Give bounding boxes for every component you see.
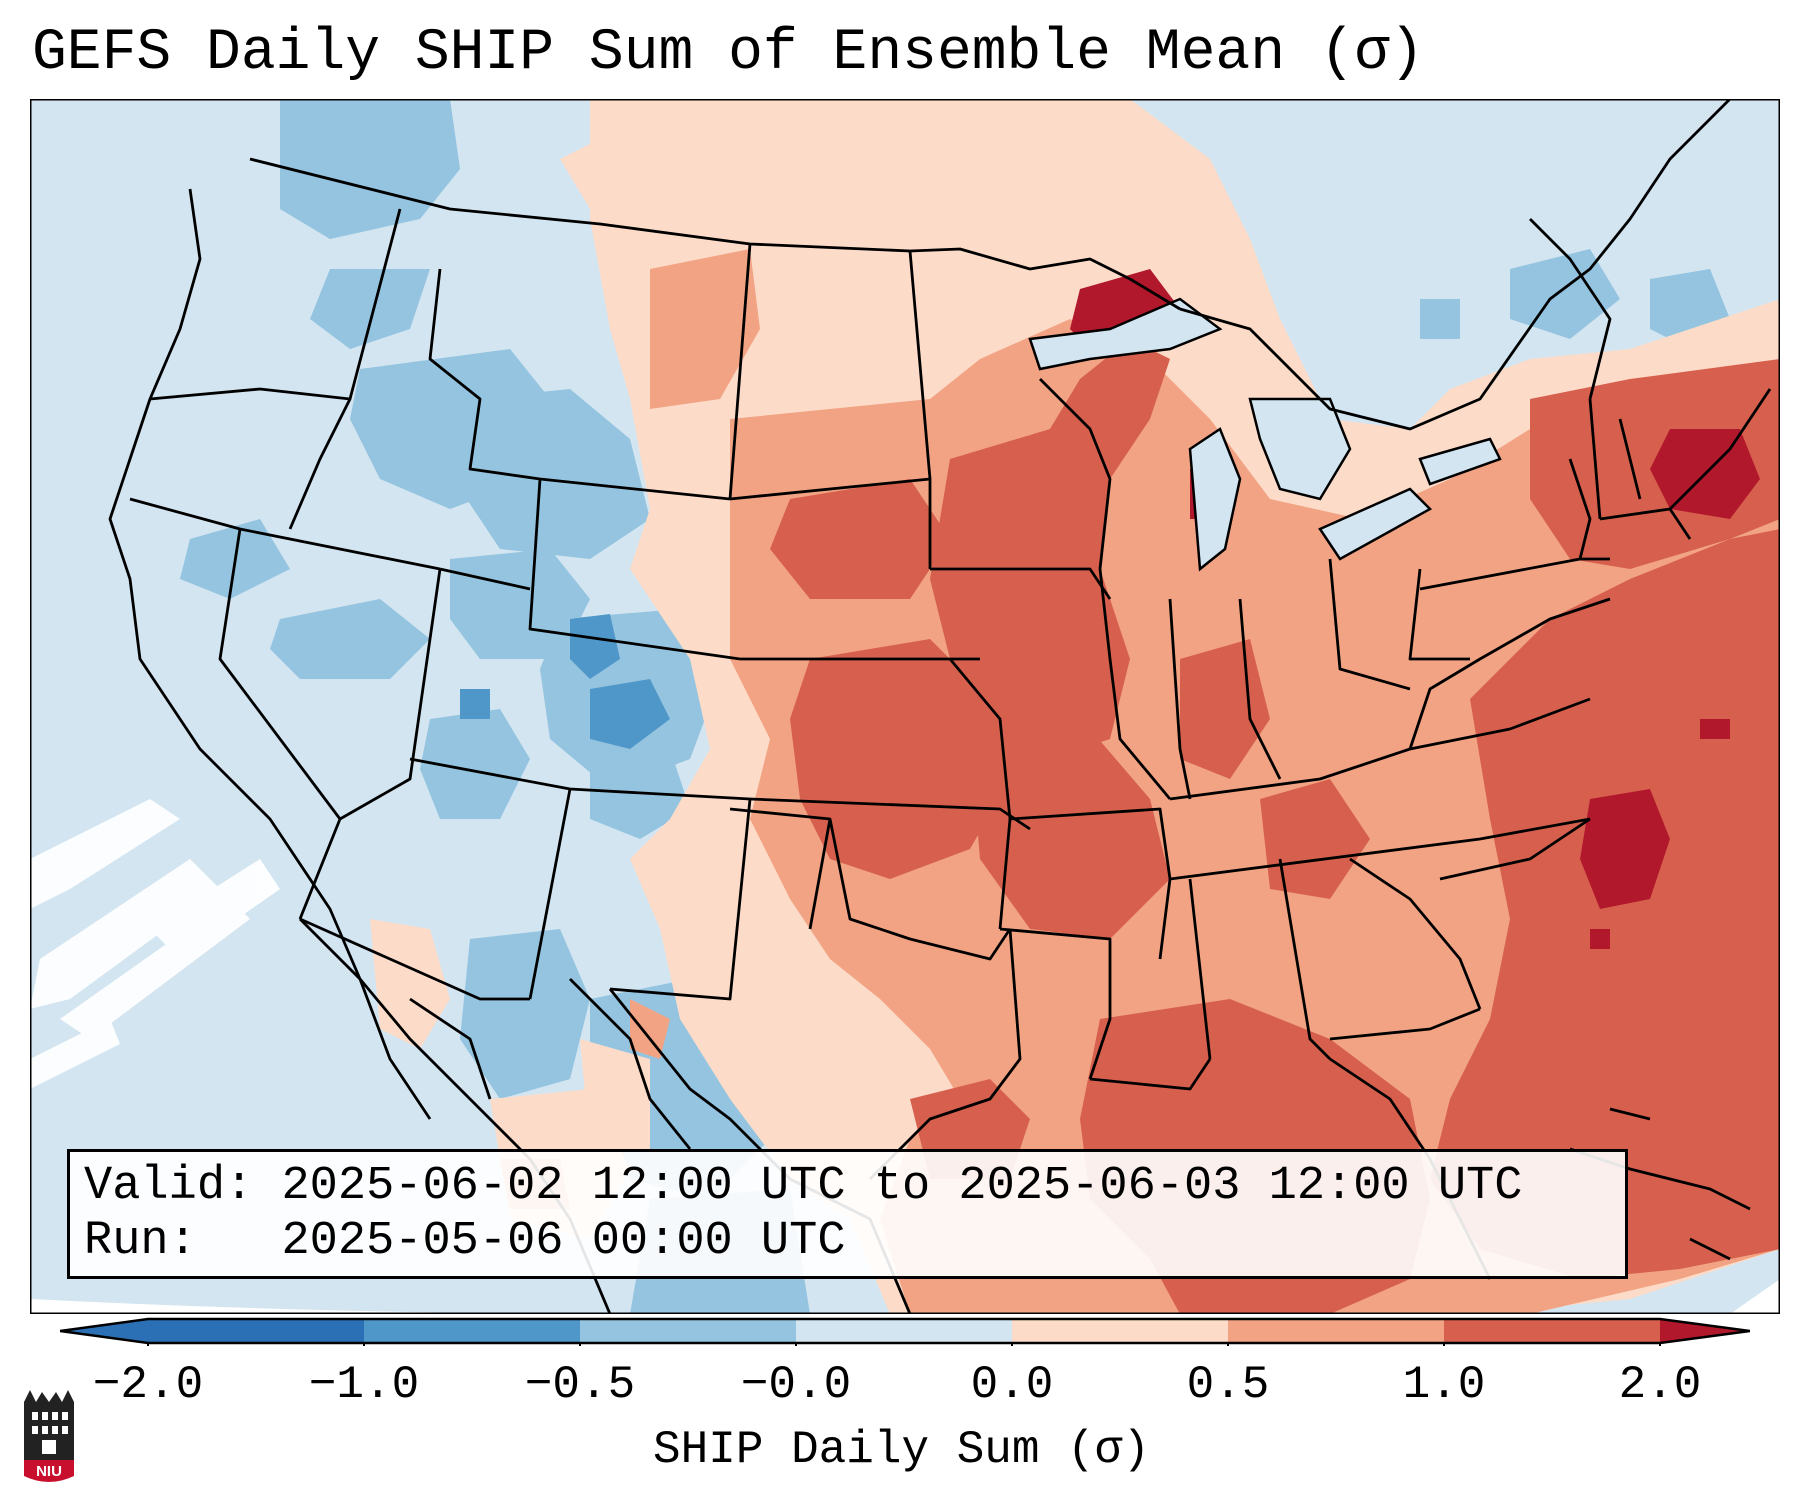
- valid-time-range: 2025-06-02 12:00 UTC to 2025-06-03 12:00…: [281, 1160, 1523, 1213]
- niu-logo: NIU: [24, 1390, 74, 1482]
- valid-label: Valid:: [84, 1160, 254, 1213]
- negative-regions: [460, 614, 670, 749]
- colorbar-tick-label: −2.0: [92, 1359, 204, 1411]
- colorbar-extend-left: [60, 1319, 148, 1343]
- colorbar-tick-label: 1.0: [1402, 1359, 1486, 1411]
- projection-edge-right: [1730, 1279, 1780, 1314]
- colorbar-segment: [1228, 1319, 1444, 1343]
- run-label: Run:: [84, 1215, 197, 1268]
- colorbar-tick-marks: [147, 1343, 1661, 1346]
- pacific-near-zero-streaks: [30, 799, 280, 1089]
- colorbar-segment: [580, 1319, 796, 1343]
- colorbar-tick-label: 0.0: [970, 1359, 1054, 1411]
- colorbar-tick-label: −1.0: [308, 1359, 420, 1411]
- colorbar-segment: [364, 1319, 580, 1343]
- colorbar: [60, 1317, 1750, 1346]
- valid-run-info-box: Valid: 2025-06-02 12:00 UTC to 2025-06-0…: [67, 1149, 1628, 1279]
- colorbar-tick-label: −0.0: [740, 1359, 852, 1411]
- colorbar-tick-label: 2.0: [1618, 1359, 1702, 1411]
- colorbar-segment: [148, 1319, 364, 1343]
- colorbar-segment: [796, 1319, 1012, 1343]
- colorbar-segment: [1012, 1319, 1228, 1343]
- great-lakes: [1028, 297, 1502, 572]
- colorbar-tick-label: −0.5: [524, 1359, 636, 1411]
- page-title: GEFS Daily SHIP Sum of Ensemble Mean (σ): [32, 21, 1425, 86]
- run-time: 2025-05-06 00:00 UTC: [281, 1215, 846, 1268]
- colorbar-extend-right: [1660, 1319, 1750, 1343]
- anomaly-map[interactable]: [30, 99, 1780, 1314]
- colorbar-segment: [1444, 1319, 1660, 1343]
- colorbar-label: SHIP Daily Sum (σ): [653, 1424, 1150, 1476]
- colorbar-tick-label: 0.5: [1186, 1359, 1270, 1411]
- projection-edge: [30, 1299, 630, 1314]
- niu-logo-text: NIU: [36, 1463, 62, 1480]
- map-canvas: [30, 99, 1780, 1314]
